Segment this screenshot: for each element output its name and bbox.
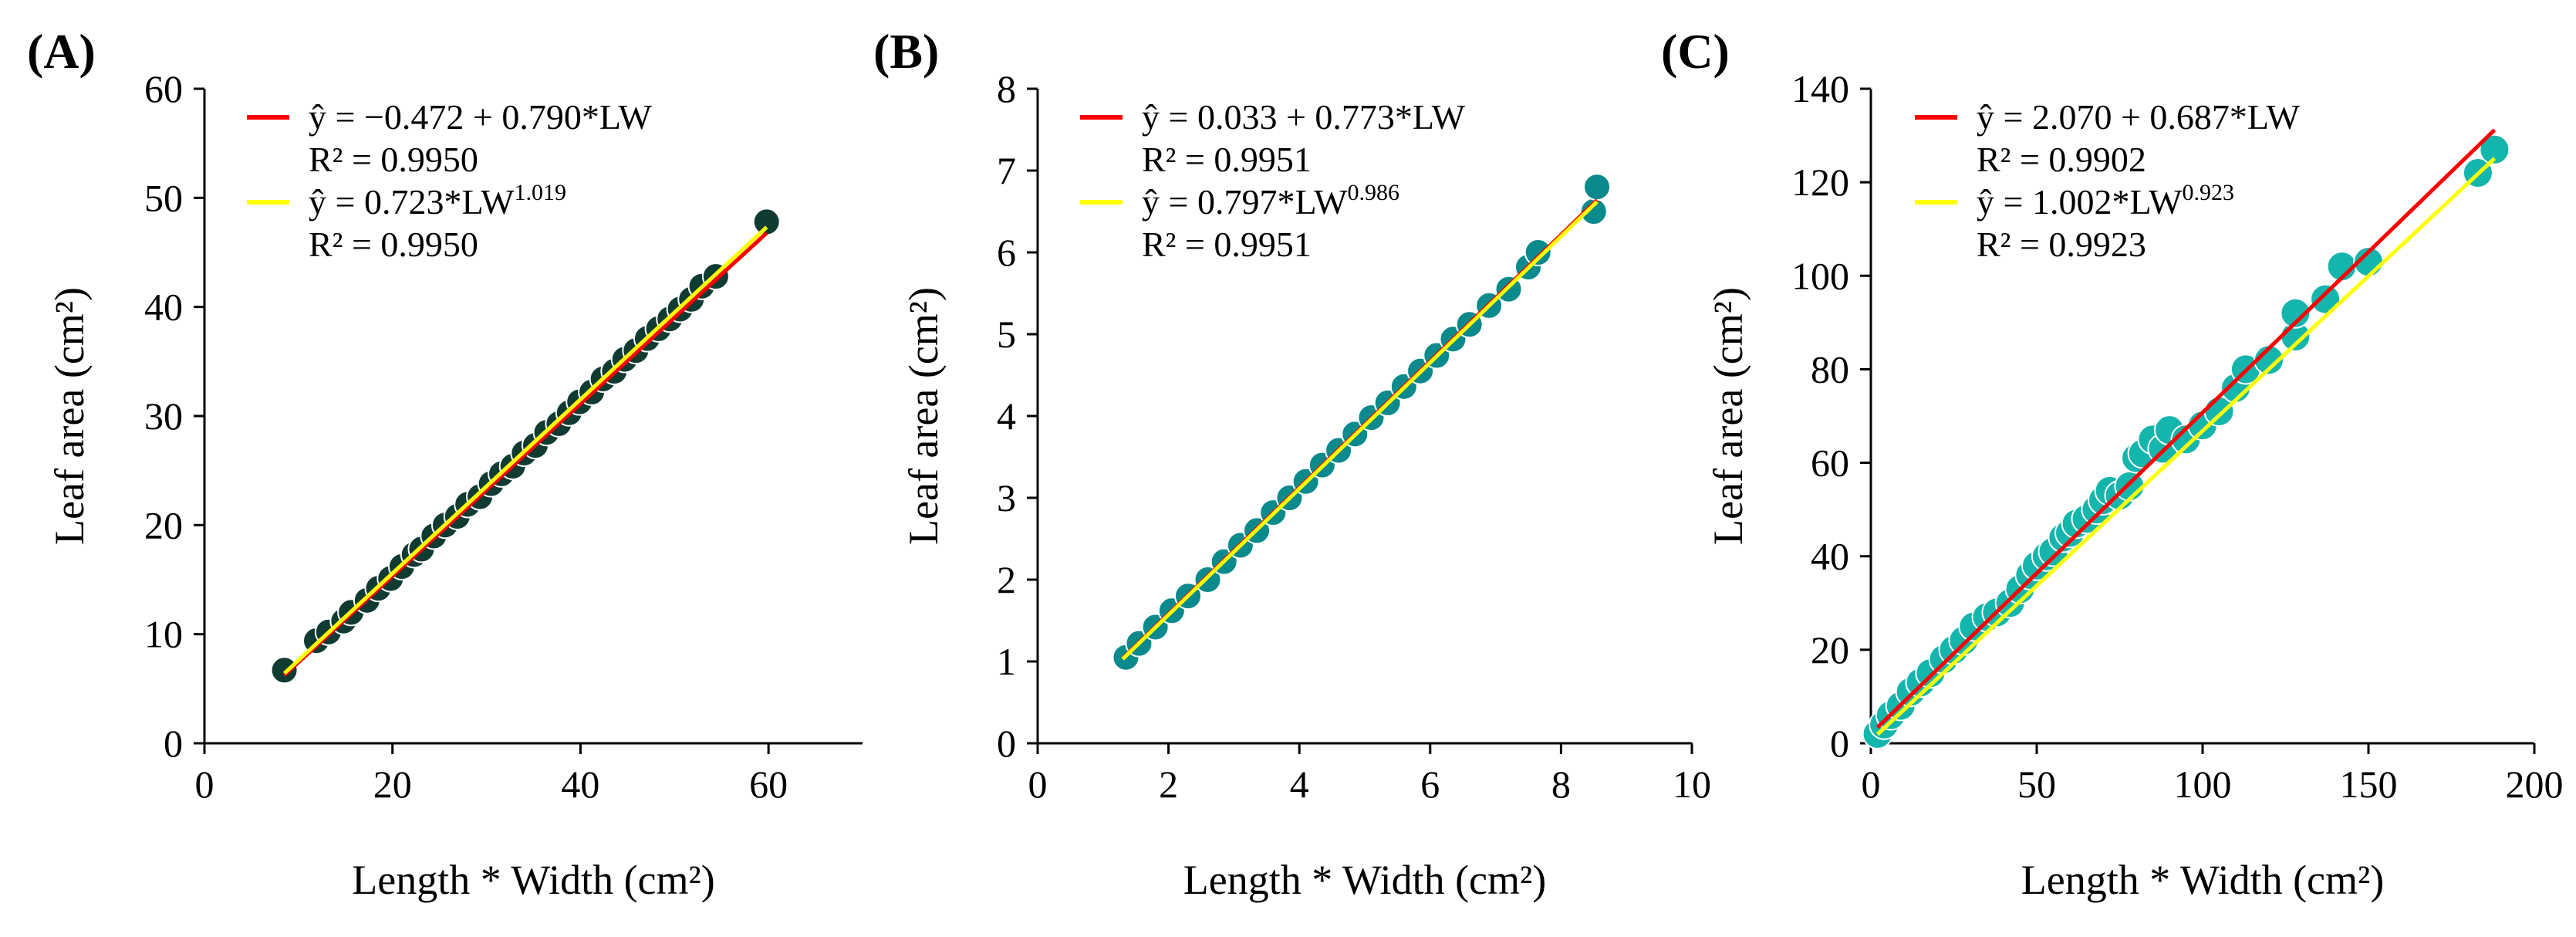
legend-equation-power: ŷ = 1.002*LW0.923 (1977, 180, 2234, 222)
y-axis-title: Leaf area (cm²) (46, 287, 93, 545)
y-tick-label: 50 (144, 176, 183, 219)
x-axis-title: Length * Width (cm²) (1183, 857, 1546, 903)
y-tick-label: 4 (997, 394, 1016, 438)
y-tick-label: 80 (1811, 347, 1849, 391)
y-tick-label: 10 (144, 613, 183, 656)
data-point (752, 208, 781, 236)
panel-c: (C) 0 50 100 150 200 0 20 40 60 80 100 120 140 Length… (1661, 24, 2564, 903)
y-tick-label: 3 (997, 476, 1016, 519)
y-tick-label: 1 (997, 640, 1016, 683)
legend-equation-power: ŷ = 0.723*LW1.019 (309, 180, 566, 222)
x-tick-label: 20 (373, 763, 412, 806)
legend-r2-linear: R² = 0.9950 (309, 140, 478, 179)
fit-line-power (282, 225, 768, 675)
data-point (2280, 297, 2311, 329)
legend-equation-linear: ŷ = −0.472 + 0.790*LW (309, 97, 653, 137)
panel-a-letter: (A) (27, 24, 96, 79)
data-point (2479, 134, 2510, 165)
y-tick-label: 60 (1811, 441, 1849, 485)
panel-b-letter: (B) (873, 24, 939, 79)
y-axis-title: Leaf area (cm²) (900, 287, 947, 545)
x-tick-label: 6 (1420, 763, 1440, 806)
x-tick-label: 0 (1028, 763, 1048, 806)
fit-line-power (1875, 157, 2497, 736)
x-tick-label: 8 (1551, 763, 1571, 806)
y-tick-label: 0 (164, 722, 183, 765)
y-tick-label: 6 (997, 231, 1016, 274)
y-tick-label: 5 (997, 313, 1016, 356)
legend-r2-linear: R² = 0.9951 (1142, 140, 1312, 179)
x-tick-label: 4 (1290, 763, 1309, 806)
x-tick-label: 150 (2340, 763, 2398, 806)
y-tick-label: 40 (144, 286, 183, 329)
y-tick-label: 140 (1791, 67, 1849, 110)
data-point (1524, 238, 1552, 266)
legend-exponent-power: 1.019 (515, 180, 567, 205)
y-tick-label: 120 (1791, 161, 1849, 204)
x-tick-label: 60 (749, 763, 788, 806)
legend-equation-linear: ŷ = 2.070 + 0.687*LW (1977, 97, 2301, 137)
legend-r2-power: R² = 0.9951 (1142, 225, 1312, 264)
legend-equation-linear: ŷ = 0.033 + 0.773*LW (1142, 97, 1466, 137)
y-tick-label: 20 (144, 503, 183, 546)
legend-exponent-power: 0.986 (1348, 180, 1400, 205)
fit-line-power (1121, 200, 1599, 661)
y-tick-label: 100 (1791, 254, 1849, 297)
y-tick-label: 8 (997, 67, 1016, 110)
y-tick-label: 7 (997, 149, 1016, 192)
y-axis-title: Leaf area (cm²) (1705, 287, 1751, 545)
legend-r2-linear: R² = 0.9902 (1977, 140, 2146, 179)
legend-r2-power: R² = 0.9923 (1977, 225, 2146, 264)
y-tick-label: 20 (1811, 628, 1849, 671)
y-tick-label: 0 (1830, 722, 1849, 765)
y-tick-label: 0 (997, 722, 1016, 765)
y-tick-label: 30 (144, 394, 183, 438)
x-tick-label: 10 (1673, 763, 1711, 806)
x-axis-title: Length * Width (cm²) (2021, 857, 2384, 903)
x-tick-label: 200 (2506, 763, 2564, 806)
y-tick-label: 40 (1811, 535, 1849, 578)
y-tick-label: 60 (144, 67, 183, 110)
legend-equation-power: ŷ = 0.797*LW0.986 (1142, 180, 1399, 222)
x-axis-title: Length * Width (cm²) (352, 857, 714, 903)
data-point (270, 656, 299, 685)
fit-line-linear (1875, 128, 2497, 729)
y-tick-label: 2 (997, 558, 1016, 601)
data-point (1583, 173, 1612, 201)
x-tick-label: 2 (1159, 763, 1178, 806)
x-tick-label: 40 (561, 763, 599, 806)
panel-c-letter: (C) (1661, 24, 1730, 79)
x-tick-label: 100 (2174, 763, 2232, 806)
legend-r2-power: R² = 0.9950 (309, 225, 478, 264)
x-tick-label: 0 (1862, 763, 1881, 806)
x-tick-label: 0 (195, 763, 214, 806)
panel-b: (B) 0 2 4 6 8 10 0 1 2 3 4 5 6 7 8 Length * Width (cm²)… (873, 24, 1711, 903)
legend-exponent-power: 0.923 (2183, 180, 2235, 205)
panel-a: (A) 0 20 40 60 0 10 20 30 40 50 60 Length * Width (… (27, 24, 863, 903)
x-tick-label: 50 (2017, 763, 2056, 806)
